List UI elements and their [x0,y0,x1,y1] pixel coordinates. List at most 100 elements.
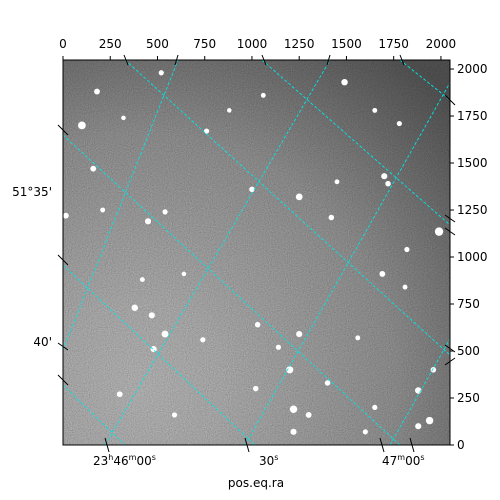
ra-label-47m00s: 47m00s [382,453,425,468]
top-tick-label: 1750 [378,37,409,51]
star-point [131,304,139,312]
star-point [334,179,340,185]
star-point [90,165,97,172]
ra-label-30s: 30s [259,453,278,468]
star-point [63,212,69,219]
star-point [254,321,261,328]
grid-line [399,60,450,101]
star-point [275,344,282,350]
star-point [94,88,100,95]
star-point [362,429,368,435]
right-tick-label: 1250 [457,203,488,217]
star-point [200,337,206,343]
star-point [295,193,303,201]
star-point [402,284,408,290]
star-point [404,246,410,253]
ra-axis-ticks [104,437,415,453]
star-point [150,346,157,353]
top-tick-label: 0 [59,37,67,51]
wcs-tick [444,214,456,223]
right-tick-label: 1000 [457,250,488,264]
grid-line [244,81,450,445]
star-point [290,428,297,435]
wcs-tick [444,344,456,353]
star-point [116,391,123,398]
ra-tick-labels: 23h46m00s 30s 47m00s [93,453,425,468]
right-tick-label: 1500 [457,156,488,170]
coordinate-grid [63,60,450,445]
top-tick-label: 500 [146,37,169,51]
star-point [372,107,378,113]
wcs-tick [261,54,267,66]
dec-tick [57,374,69,386]
star-point [396,120,402,127]
grid-line [124,60,450,356]
top-pixel-axis: 0 250 500 750 1000 1250 1500 1750 2000 [59,37,456,60]
dec-tick [57,342,69,351]
wcs-tick [123,54,129,66]
star-point [324,380,331,386]
top-tick-label: 1250 [284,37,315,51]
star-point [286,366,294,374]
star-point [372,404,378,411]
star-point [78,121,86,130]
stars-layer [63,70,444,435]
right-tick-label: 0 [457,438,465,452]
sky-noise [63,60,450,445]
grid-line [63,384,126,445]
grid-line [63,60,179,351]
wcs-tick [444,227,456,236]
dec-label-40: 40' [33,335,52,349]
star-point [434,227,444,236]
image-area [63,60,450,445]
star-point [355,335,361,341]
ra-tick [379,437,385,453]
star-point [425,416,434,425]
star-point [252,385,259,392]
star-point [385,180,391,187]
star-point [249,186,255,193]
star-point [161,330,169,338]
star-point [148,312,155,319]
star-point [181,271,187,277]
star-point [171,412,178,418]
star-point [139,277,145,283]
dec-axis-ticks [57,124,69,386]
star-point [341,78,348,86]
top-tick-label: 1500 [331,37,362,51]
right-wcs-ticks [444,94,456,366]
top-tick-label: 2000 [426,37,457,51]
star-point [328,214,335,221]
star-point [289,405,298,414]
top-tick-label: 1000 [237,37,268,51]
wcs-tick [174,54,179,66]
star-point [305,412,312,418]
star-point [379,271,386,277]
star-point [430,367,437,373]
grid-line [104,60,331,445]
ra-label-23h46m00s: 23h46m00s [93,453,156,468]
x-axis-label: pos.eq.ra [228,476,284,490]
star-point [381,173,388,180]
star-point [144,218,152,225]
star-point [227,108,232,113]
ra-tick [104,437,110,453]
plot-frame [62,59,451,446]
right-tick-label: 500 [457,344,480,358]
right-tick-label: 1750 [457,109,488,123]
right-pixel-axis: 0 250 500 750 1000 1250 1500 1750 2000 [450,62,488,452]
dec-label-51-35: 51°35' [12,185,52,199]
dec-tick-labels: 51°35' 40' [12,185,52,349]
dec-tick [57,124,69,136]
right-tick-label: 2000 [457,62,488,76]
grid-line [63,264,256,445]
star-point [100,207,106,213]
wcs-tick [444,357,456,366]
top-wcs-ticks [123,54,405,66]
grid-line [63,134,401,445]
star-point [121,115,126,121]
grid-line [261,60,450,226]
star-point [415,423,422,430]
top-tick-label: 750 [193,37,216,51]
